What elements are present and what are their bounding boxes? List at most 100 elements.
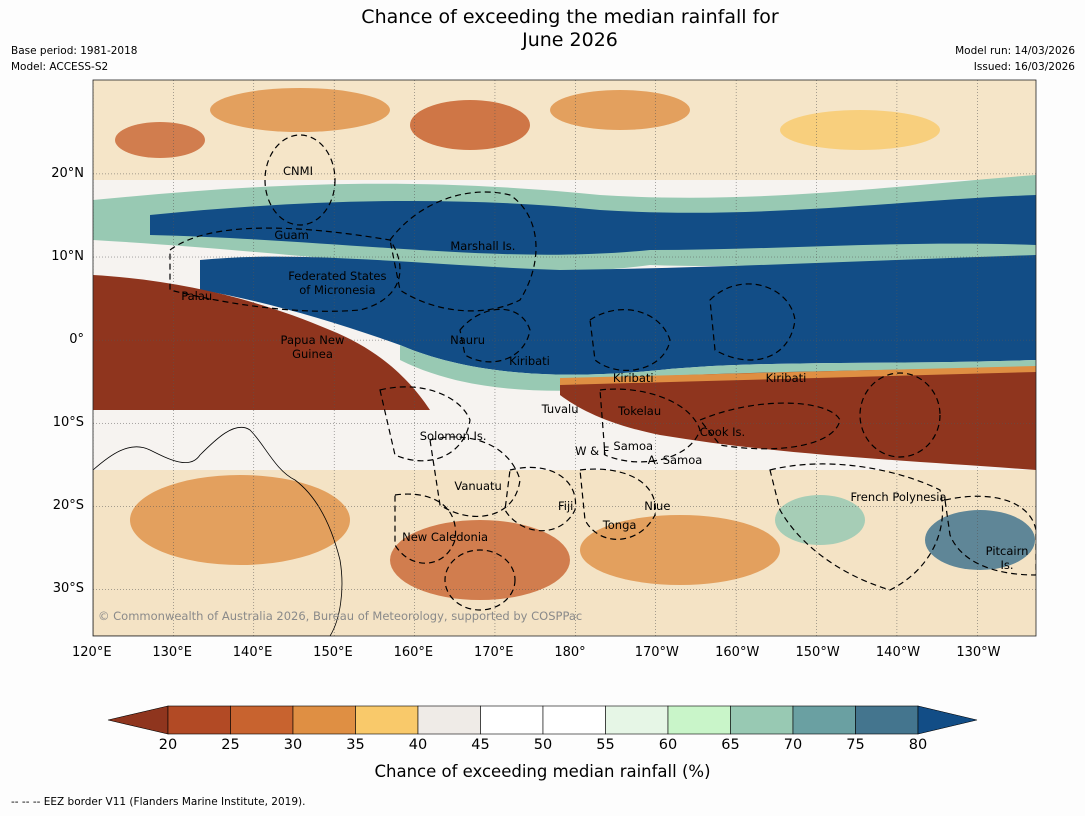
map-title: Chance of exceeding the median rainfall … xyxy=(0,6,1085,52)
wet-band-inner xyxy=(150,195,1036,255)
place-label-pitcairn1: Pitcairn xyxy=(985,544,1029,559)
colorbar-tick-label: 35 xyxy=(346,737,365,753)
colorbar xyxy=(107,705,978,735)
colorbar-tick-label: 20 xyxy=(158,737,178,753)
y-tick-label: 10°N xyxy=(51,249,84,265)
anomaly-patch xyxy=(115,122,205,158)
colorbar-bin xyxy=(292,705,356,735)
colorbar-tick-label: 40 xyxy=(408,737,428,753)
place-label-kiribati3: Kiribati xyxy=(765,370,807,385)
place-label-niue: Niue xyxy=(644,499,671,514)
model-run: Model run: 14/03/2026 xyxy=(955,45,1075,57)
place-label-kiribati2: Kiribati xyxy=(612,370,654,385)
meta-right: Model run: 14/03/2026 Issued: 16/03/2026 xyxy=(955,43,1075,75)
place-label-tonga: Tonga xyxy=(602,517,637,532)
colorbar-bin xyxy=(542,705,606,735)
map-frame xyxy=(92,79,1037,637)
place-label-wf: W & F xyxy=(575,444,610,459)
place-label-tokelau: Tokelau xyxy=(618,403,662,418)
issued-date: Issued: 16/03/2026 xyxy=(973,61,1075,73)
place-label-cook: Cook Is. xyxy=(699,424,746,439)
x-tick-label: 120°E xyxy=(72,645,112,660)
place-label-palau: Palau xyxy=(181,289,213,304)
place-label-cnmi: CNMI xyxy=(283,164,313,179)
place-label-fsm1: Federated States xyxy=(288,269,387,284)
colorbar-tick-label: 65 xyxy=(721,737,740,753)
anomaly-patch xyxy=(580,515,780,585)
anomaly-patch xyxy=(925,510,1035,570)
anomaly-patch xyxy=(130,475,350,565)
colorbar-bin xyxy=(730,705,794,735)
anomaly-patch xyxy=(780,110,940,150)
colorbar-tick-label: 25 xyxy=(221,737,240,753)
colorbar-high-extend xyxy=(917,705,978,735)
x-tick-label: 140°E xyxy=(232,645,273,660)
colorbar-tick-label: 75 xyxy=(846,737,865,753)
australia-coastline xyxy=(93,426,343,636)
colorbar-tick-label: 55 xyxy=(596,737,615,753)
colorbar-bin xyxy=(167,705,231,735)
colorbar-tick-label: 80 xyxy=(908,737,928,753)
eez-borders xyxy=(169,134,1036,611)
dry-band-edge xyxy=(560,366,1036,385)
colorbar-bin xyxy=(355,705,419,735)
anomaly-patch xyxy=(775,495,865,545)
eez-footnote: -- -- -- EEZ border V11 (Flanders Marine… xyxy=(11,796,306,808)
title-line-2: June 2026 xyxy=(522,29,618,51)
colorbar-bin xyxy=(605,705,669,735)
x-tick-label: 150°W xyxy=(795,645,840,660)
title-line-1: Chance of exceeding the median rainfall … xyxy=(361,6,779,28)
place-label-marshall: Marshall Is. xyxy=(450,239,516,254)
x-tick-label: 160°E xyxy=(393,645,434,660)
anomaly-patch xyxy=(410,100,530,150)
x-tick-label: 130°E xyxy=(152,645,192,660)
place-label-solomon: Solomon Is. xyxy=(419,428,487,443)
place-label-fp: French Polynesia xyxy=(850,490,947,505)
colorbar-bin xyxy=(230,705,294,735)
colorbar-tick-label: 30 xyxy=(283,737,303,753)
place-label-samoa: Samoa xyxy=(613,438,654,453)
x-tick-label: 130°W xyxy=(956,645,1001,660)
anomaly-patch xyxy=(210,88,390,132)
colorbar-tick-label: 50 xyxy=(533,737,553,753)
x-tick-label: 170°W xyxy=(634,645,679,660)
colorbar-bin xyxy=(480,705,544,735)
colorbar-low-extend xyxy=(107,705,169,735)
model-name: Model: ACCESS-S2 xyxy=(11,61,109,73)
dry-band xyxy=(560,368,1036,470)
place-label-png2: Guinea xyxy=(292,347,333,362)
colorbar-bin xyxy=(667,705,731,735)
place-label-nauru: Nauru xyxy=(450,333,486,348)
map-area xyxy=(93,80,1036,636)
colorbar-bin xyxy=(855,705,919,735)
place-label-guam: Guam xyxy=(274,227,309,242)
x-tick-label: 170°E xyxy=(473,645,514,660)
place-label-pitcairn2: Is. xyxy=(1000,557,1014,572)
place-label-asamoa: A. Samoa xyxy=(647,452,703,467)
place-label-newcal: New Caledonia xyxy=(402,530,489,545)
anomaly-patch xyxy=(550,90,690,130)
wet-band-edge xyxy=(400,345,1036,391)
colorbar-tick-label: 45 xyxy=(471,737,490,753)
x-tick-label: 180° xyxy=(554,645,586,660)
y-tick-label: 20°N xyxy=(51,165,84,181)
x-tick-label: 160°W xyxy=(715,645,760,660)
place-label-fsm2: of Micronesia xyxy=(299,283,376,298)
place-label-tuvalu: Tuvalu xyxy=(541,402,579,417)
x-tick-label: 150°E xyxy=(313,645,353,660)
place-label-vanuatu: Vanuatu xyxy=(454,479,502,494)
y-tick-label: 0° xyxy=(69,332,84,348)
y-tick-label: 20°S xyxy=(52,498,84,514)
copyright-notice: © Commonwealth of Australia 2026, Bureau… xyxy=(98,609,583,623)
place-label-png1: Papua New xyxy=(280,333,345,348)
x-tick-label: 140°W xyxy=(875,645,921,660)
colorbar-tick-label: 60 xyxy=(658,737,678,753)
place-label-fiji: Fiji xyxy=(558,499,574,514)
base-period: Base period: 1981-2018 xyxy=(11,45,138,57)
equatorial-wet-band xyxy=(200,255,1036,375)
colorbar-bin xyxy=(417,705,481,735)
dry-region-west xyxy=(93,275,430,410)
anomaly-patch xyxy=(390,520,570,600)
colorbar-label: Chance of exceeding median rainfall (%) xyxy=(374,762,711,781)
